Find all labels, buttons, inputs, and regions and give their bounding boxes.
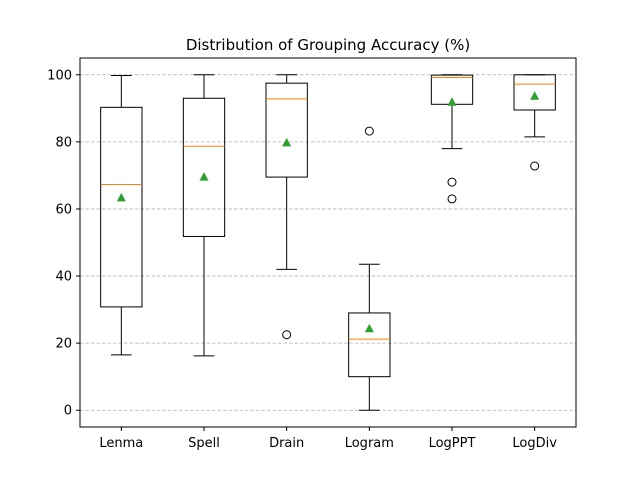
- y-tick-label: 100: [47, 68, 72, 83]
- chart-title: Distribution of Grouping Accuracy (%): [186, 36, 470, 54]
- outlier-point: [447, 177, 457, 187]
- outlier-point: [282, 330, 292, 340]
- mean-marker: [530, 91, 540, 100]
- x-tick-label: LogDiv: [512, 436, 557, 451]
- y-tick-label: 80: [55, 135, 72, 150]
- box-drain: [265, 74, 308, 340]
- grid-layer: [80, 74, 576, 411]
- y-axis: 0 20 40 60 80 100: [47, 68, 80, 419]
- outlier-point: [364, 126, 374, 136]
- outlier-point: [530, 161, 540, 171]
- x-tick-label: Lenma: [99, 436, 143, 451]
- plot-frame: [79, 57, 577, 428]
- box-layer: [100, 74, 556, 411]
- y-tick-label: 0: [64, 404, 72, 419]
- mean-marker: [447, 97, 457, 106]
- mean-marker: [364, 323, 374, 333]
- mean-marker: [116, 192, 126, 202]
- x-tick-label: Drain: [269, 436, 304, 451]
- mean-marker: [282, 137, 292, 147]
- y-tick-label: 60: [55, 202, 72, 217]
- box-logppt: [430, 74, 474, 204]
- iqr-box: [513, 74, 556, 111]
- x-axis: Lenma Spell Drain Logram LogPPT LogDiv: [99, 427, 557, 451]
- x-tick-label: Spell: [188, 436, 220, 451]
- y-tick-label: 40: [55, 270, 72, 285]
- iqr-box: [265, 82, 308, 178]
- box-logdiv: [513, 74, 556, 171]
- x-tick-label: LogPPT: [429, 436, 476, 451]
- iqr-box: [100, 106, 143, 308]
- box-spell: [182, 74, 226, 357]
- x-tick-label: Logram: [345, 436, 394, 451]
- mean-marker: [199, 172, 209, 181]
- y-tick-label: 20: [55, 337, 72, 352]
- box-logram: [348, 126, 391, 411]
- box-lenma: [100, 74, 143, 356]
- iqr-box: [348, 312, 391, 378]
- iqr-box: [182, 97, 226, 237]
- outlier-point: [447, 194, 457, 204]
